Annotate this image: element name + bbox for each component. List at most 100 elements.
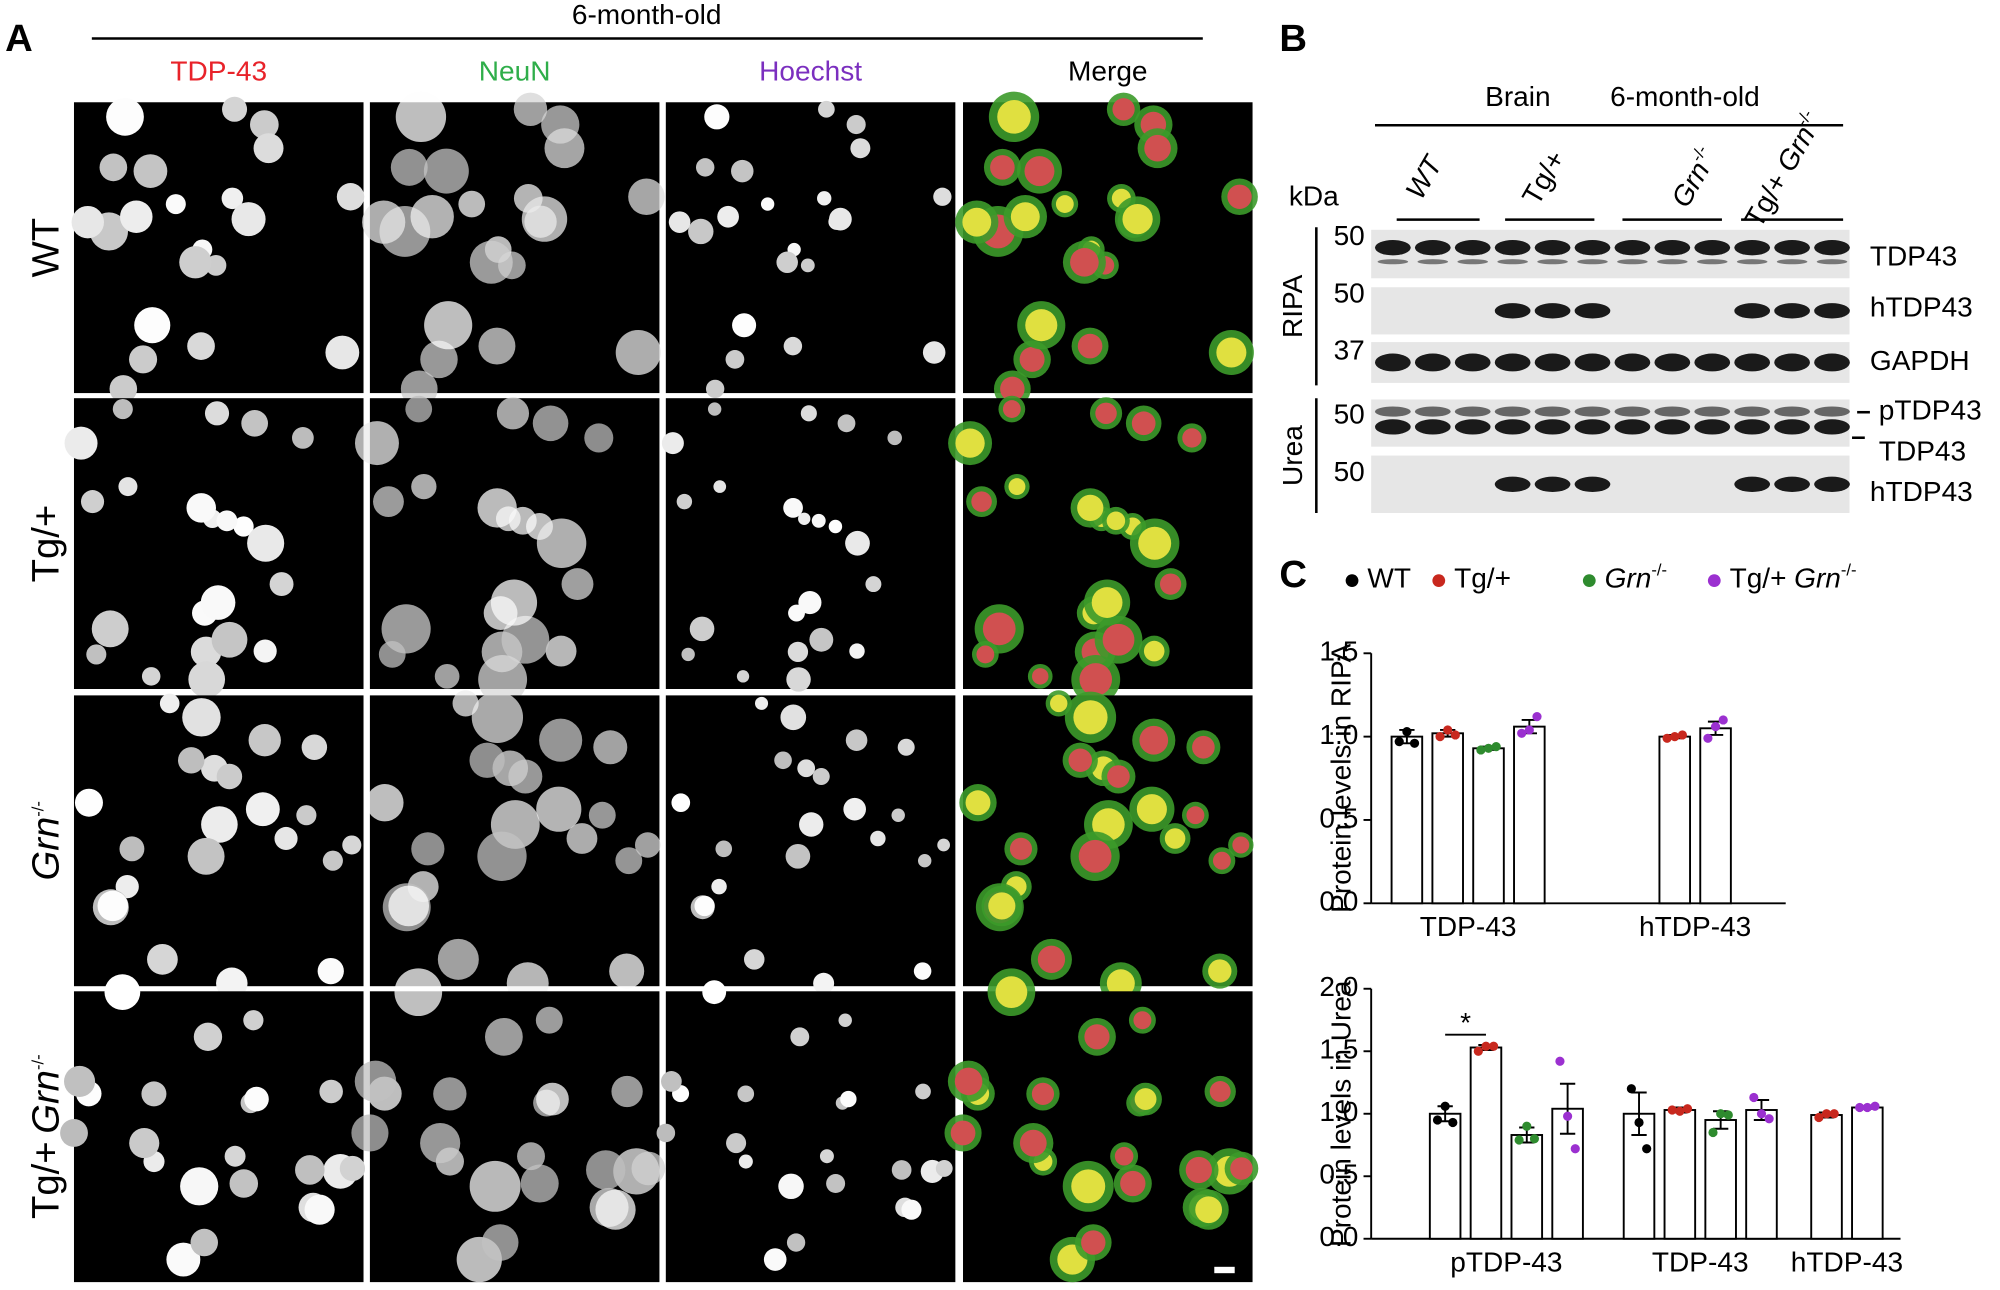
micrograph [665,398,956,690]
cell [776,251,798,274]
cell [1192,735,1215,759]
cell [1078,839,1112,873]
band-label: hTDP43 [1870,291,1973,322]
data-point [1532,712,1542,722]
cell [845,729,868,751]
band [1617,259,1648,265]
cell [437,938,479,980]
label-part: WT [25,218,68,277]
cell [887,430,902,446]
cell [1120,1170,1146,1197]
band [1734,353,1771,372]
cell [1138,526,1172,560]
data-point [1821,1109,1832,1119]
cell [1209,1081,1231,1102]
bar [1428,1112,1462,1240]
band [1417,259,1449,265]
band [1654,406,1691,417]
cell [501,615,550,664]
band [1774,353,1810,372]
cell [1112,98,1135,121]
lane-label: WT [1400,150,1450,205]
cell [595,1189,636,1230]
cell [200,585,236,620]
cell [1077,494,1104,522]
x-tick-label: hTDP-43 [1639,911,1751,942]
band [1574,240,1611,256]
cell [586,1150,626,1190]
data-point [1443,725,1453,735]
cell [133,154,168,188]
cell [536,786,582,832]
cell [411,473,437,500]
cell [1081,1230,1106,1255]
band [1654,240,1691,256]
cell [688,218,714,245]
cell [119,836,145,862]
y-tick-label: 1.0 [1319,1096,1358,1127]
cell [763,1248,787,1271]
cell [248,724,281,757]
band [1694,406,1731,417]
cell [726,1133,747,1154]
cell [1186,806,1205,825]
y-tick-label: 0.5 [1319,1159,1358,1190]
cell [394,968,443,1017]
bar [1390,735,1424,905]
cell [325,335,360,370]
data-point [1432,1115,1443,1125]
band [1534,406,1571,417]
bar [1658,735,1692,905]
cell [786,1233,806,1252]
band [1814,303,1850,319]
band [1494,353,1531,372]
cell [997,100,1031,134]
cell [897,738,915,756]
cell [400,370,438,408]
cell [247,524,285,562]
cell [935,1160,953,1177]
band [1537,259,1568,265]
data-point [1402,727,1412,737]
cell [566,823,598,854]
band [1375,419,1411,435]
data-point [1716,1109,1726,1119]
band-label: TDP43 [1879,435,1966,466]
cell [1107,765,1130,788]
panel-letter: A [5,17,33,60]
marker-label: 50 [1334,398,1365,429]
cell [179,246,212,279]
data-point [1749,1092,1759,1103]
band-label: pTDP43 [1879,395,1982,426]
cell [477,831,527,881]
cell [790,1027,810,1047]
data-point [1708,1127,1718,1138]
row-label: Grn-/- [25,801,68,880]
cell [178,747,205,774]
cell [982,612,1016,646]
band-label: hTDP43 [1870,476,1973,507]
band [1774,406,1810,417]
blot [1371,399,1850,447]
legend-part: Tg/+ [1730,563,1787,594]
cell [933,187,952,206]
panel-letter: C [1279,553,1307,596]
cell [134,307,171,344]
cell [817,191,832,206]
cell [253,639,277,663]
data-point [1718,715,1728,725]
cell [922,341,946,364]
cell [850,138,871,159]
cell [1008,478,1026,496]
cell [187,332,215,360]
cell [1195,1196,1223,1224]
cell [1079,663,1113,696]
band [1454,353,1491,372]
cell [165,194,186,215]
cell [269,572,294,597]
cell [216,967,248,1000]
cell [244,1086,269,1112]
data-point [1814,1112,1824,1123]
